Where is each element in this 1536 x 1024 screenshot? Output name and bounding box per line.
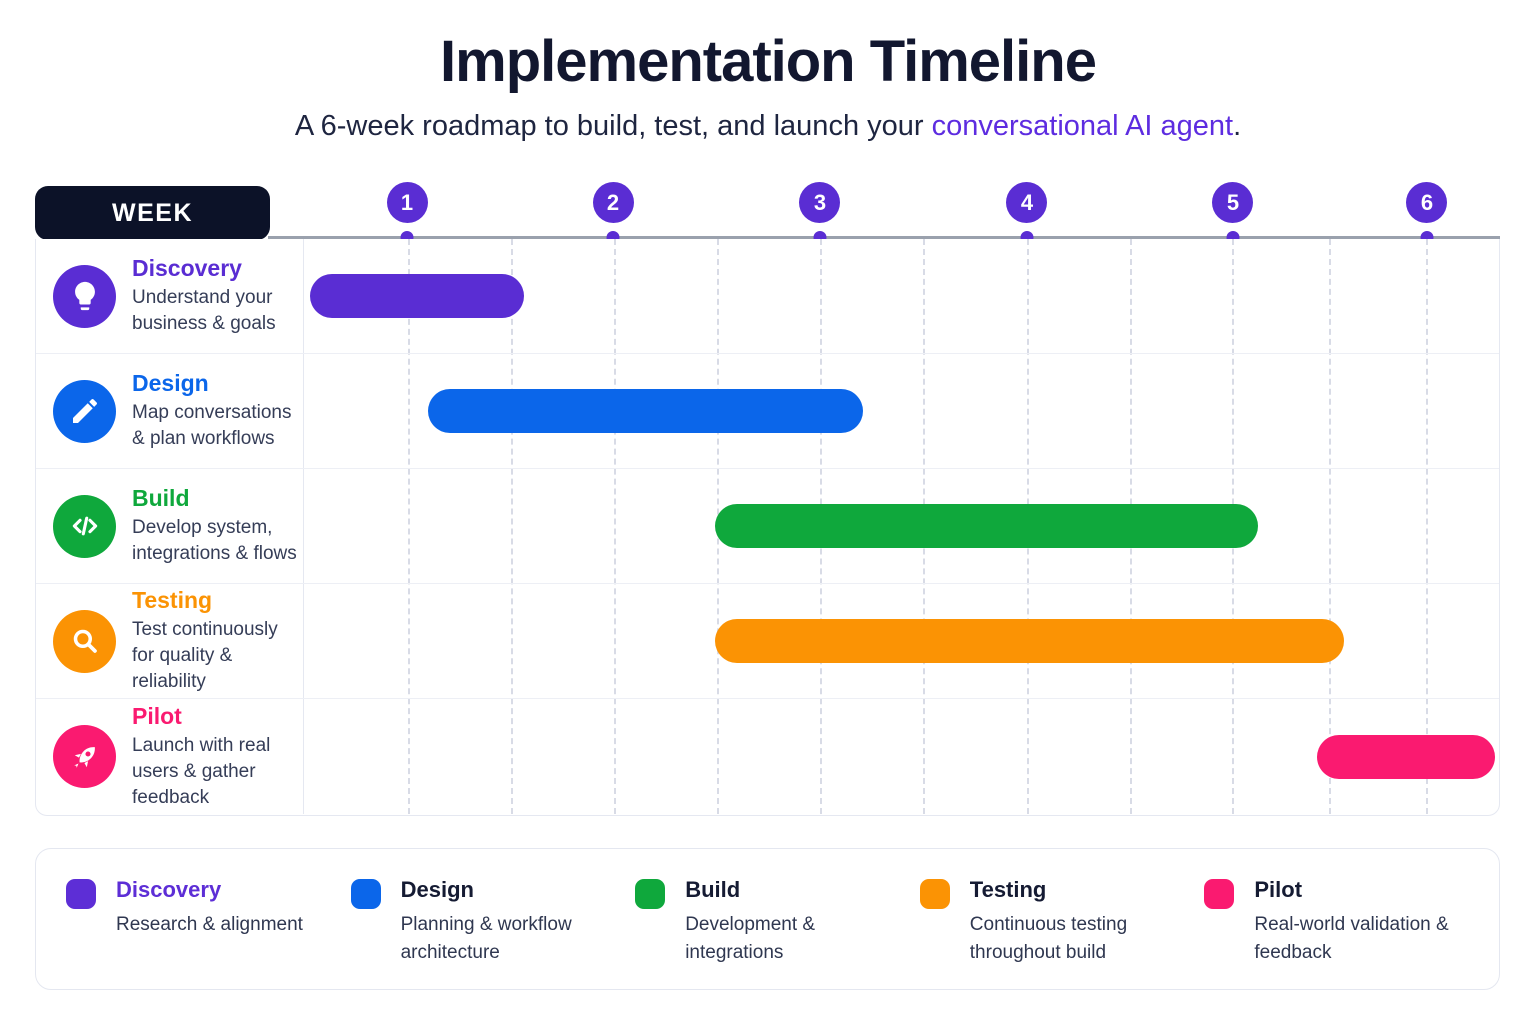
row-label-discovery: Discovery Understand your business & goa… bbox=[36, 239, 304, 353]
legend-swatch-discovery bbox=[66, 879, 96, 909]
row-label-testing: Testing Test continuously for quality & … bbox=[36, 584, 304, 698]
legend-description: Planning & workflow architecture bbox=[400, 914, 572, 963]
week-marker-4: 4 bbox=[1006, 182, 1048, 244]
week-marker-6: 6 bbox=[1406, 182, 1448, 244]
row-track bbox=[304, 699, 1499, 814]
phase-description: Launch with real users & gather feedback bbox=[132, 734, 271, 808]
subtitle-highlight: conversational AI agent bbox=[931, 110, 1234, 142]
legend-description: Research & alignment bbox=[116, 914, 303, 935]
timeline-row-testing: Testing Test continuously for quality & … bbox=[36, 584, 1499, 699]
phase-title: Design bbox=[132, 370, 209, 396]
row-track bbox=[304, 469, 1499, 583]
week-marker-1: 1 bbox=[386, 182, 428, 244]
rocket-icon bbox=[53, 725, 116, 788]
row-label-design: Design Map conversations & plan workflow… bbox=[36, 354, 304, 468]
gantt-bar-pilot bbox=[1317, 734, 1496, 779]
timeline-row-discovery: Discovery Understand your business & goa… bbox=[36, 239, 1499, 354]
pencil-icon bbox=[53, 379, 116, 443]
week-markers: 1 2 3 4 5 6 bbox=[303, 182, 1500, 246]
week-number: 3 bbox=[799, 182, 841, 223]
row-track bbox=[304, 354, 1499, 468]
week-marker-3: 3 bbox=[799, 182, 841, 244]
gantt-chart: Discovery Understand your business & goa… bbox=[35, 239, 1500, 816]
legend-label: Build bbox=[685, 877, 741, 902]
legend-item-pilot: Pilot Real-world validation & feedback bbox=[1204, 877, 1489, 989]
phase-title: Build bbox=[132, 485, 190, 511]
gantt-bar-discovery bbox=[309, 274, 524, 318]
week-number: 5 bbox=[1212, 182, 1254, 223]
legend: Discovery Research & alignment Design Pl… bbox=[35, 848, 1500, 990]
gantt-bar-build bbox=[715, 504, 1258, 548]
page-subtitle: A 6-week roadmap to build, test, and lau… bbox=[294, 110, 1242, 142]
page-title: Implementation Timeline bbox=[440, 29, 1097, 94]
legend-swatch-design bbox=[350, 879, 381, 909]
gantt-bar-testing bbox=[715, 619, 1344, 663]
week-number: 6 bbox=[1406, 182, 1448, 223]
phase-description: Develop system, integrations & flows bbox=[132, 517, 297, 564]
timeline-row-pilot: Pilot Launch with real users & gather fe… bbox=[36, 699, 1499, 814]
phase-description: Map conversations & plan workflows bbox=[132, 402, 292, 449]
legend-swatch-pilot bbox=[1204, 879, 1235, 909]
row-track bbox=[304, 584, 1499, 698]
phase-description: Test continuously for quality & reliabil… bbox=[132, 619, 278, 692]
lightbulb-icon bbox=[53, 264, 116, 328]
week-number: 2 bbox=[592, 182, 634, 223]
legend-label: Design bbox=[400, 877, 474, 902]
code-icon bbox=[53, 494, 116, 558]
legend-swatch-testing bbox=[919, 879, 950, 909]
phase-title: Testing bbox=[132, 587, 213, 613]
timeline-axis bbox=[268, 236, 1500, 239]
legend-description: Continuous testing throughout build bbox=[969, 914, 1128, 963]
row-label-pilot: Pilot Launch with real users & gather fe… bbox=[36, 699, 304, 814]
legend-label: Testing bbox=[969, 877, 1047, 902]
timeline-row-build: Build Develop system, integrations & flo… bbox=[36, 469, 1499, 584]
legend-label: Discovery bbox=[116, 877, 222, 902]
legend-description: Real-world validation & feedback bbox=[1254, 914, 1449, 963]
legend-item-discovery: Discovery Research & alignment bbox=[66, 877, 351, 989]
phase-title: Discovery bbox=[132, 255, 242, 281]
week-number: 4 bbox=[1006, 182, 1048, 223]
week-axis-label: WEEK bbox=[35, 186, 270, 240]
row-track bbox=[304, 239, 1499, 353]
row-label-build: Build Develop system, integrations & flo… bbox=[36, 469, 304, 583]
week-number: 1 bbox=[386, 182, 428, 223]
legend-description: Development & integrations bbox=[685, 914, 816, 963]
phase-description: Understand your business & goals bbox=[132, 287, 276, 334]
legend-label: Pilot bbox=[1254, 877, 1303, 902]
week-marker-2: 2 bbox=[592, 182, 634, 244]
legend-item-design: Design Planning & workflow architecture bbox=[350, 877, 636, 989]
gantt-bar-design bbox=[428, 389, 864, 433]
phase-title: Pilot bbox=[132, 702, 182, 729]
legend-swatch-build bbox=[635, 879, 666, 909]
legend-item-build: Build Development & integrations bbox=[635, 877, 920, 989]
week-marker-5: 5 bbox=[1212, 182, 1254, 244]
magnifier-icon bbox=[53, 609, 116, 673]
timeline-row-design: Design Map conversations & plan workflow… bbox=[36, 354, 1499, 469]
legend-item-testing: Testing Continuous testing throughout bu… bbox=[919, 877, 1205, 989]
